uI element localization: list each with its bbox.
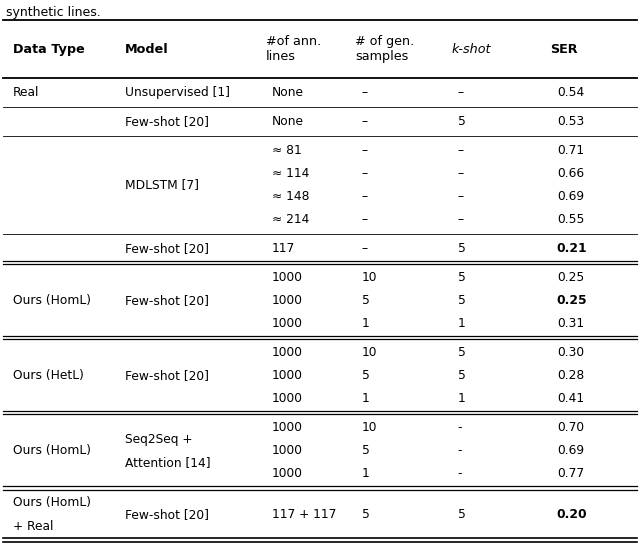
Text: Few-shot [20]: Few-shot [20] xyxy=(125,115,209,128)
Text: –: – xyxy=(362,115,368,128)
Text: None: None xyxy=(272,115,304,128)
Text: Attention [14]: Attention [14] xyxy=(125,456,211,469)
Text: –: – xyxy=(362,213,368,226)
Text: ≈ 81: ≈ 81 xyxy=(272,144,301,157)
Text: Few-shot [20]: Few-shot [20] xyxy=(125,242,209,255)
Text: Ours (HomL): Ours (HomL) xyxy=(13,294,91,307)
Text: 0.66: 0.66 xyxy=(557,167,584,180)
Text: –: – xyxy=(458,213,464,226)
Text: 1000: 1000 xyxy=(272,346,303,359)
Text: + Real: + Real xyxy=(13,519,53,532)
Text: 1: 1 xyxy=(458,392,465,405)
Text: 10: 10 xyxy=(362,346,377,359)
Text: 1: 1 xyxy=(362,467,369,480)
Text: -: - xyxy=(458,467,462,480)
Text: 1000: 1000 xyxy=(272,271,303,284)
Text: 1000: 1000 xyxy=(272,392,303,405)
Text: 0.20: 0.20 xyxy=(557,508,588,521)
Text: ≈ 148: ≈ 148 xyxy=(272,190,310,203)
Text: Seq2Seq +: Seq2Seq + xyxy=(125,433,192,446)
Text: 5: 5 xyxy=(362,369,369,382)
Text: Data Type: Data Type xyxy=(13,43,84,56)
Text: synthetic lines.: synthetic lines. xyxy=(6,7,101,20)
Text: 1000: 1000 xyxy=(272,317,303,330)
Text: MDLSTM [7]: MDLSTM [7] xyxy=(125,179,199,191)
Text: 0.31: 0.31 xyxy=(557,317,584,330)
Text: –: – xyxy=(362,86,368,99)
Text: 5: 5 xyxy=(458,294,465,307)
Text: 0.77: 0.77 xyxy=(557,467,584,480)
Text: 1: 1 xyxy=(362,392,369,405)
Text: –: – xyxy=(458,167,464,180)
Text: –: – xyxy=(362,167,368,180)
Text: 0.69: 0.69 xyxy=(557,444,584,458)
Text: –: – xyxy=(458,190,464,203)
Text: 0.53: 0.53 xyxy=(557,115,584,128)
Text: 117 + 117: 117 + 117 xyxy=(272,508,337,521)
Text: -: - xyxy=(458,422,462,434)
Text: 5: 5 xyxy=(458,369,465,382)
Text: 0.69: 0.69 xyxy=(557,190,584,203)
Text: –: – xyxy=(362,190,368,203)
Text: 10: 10 xyxy=(362,422,377,434)
Text: 1: 1 xyxy=(458,317,465,330)
Text: 117: 117 xyxy=(272,242,295,255)
Text: k-shot: k-shot xyxy=(451,43,491,56)
Text: 5: 5 xyxy=(362,444,369,458)
Text: 5: 5 xyxy=(458,508,465,521)
Text: Few-shot [20]: Few-shot [20] xyxy=(125,508,209,521)
Text: Real: Real xyxy=(13,86,39,99)
Text: Unsupervised [1]: Unsupervised [1] xyxy=(125,86,230,99)
Text: 0.28: 0.28 xyxy=(557,369,584,382)
Text: ≈ 114: ≈ 114 xyxy=(272,167,309,180)
Text: 0.25: 0.25 xyxy=(557,271,584,284)
Text: –: – xyxy=(362,242,368,255)
Text: 0.70: 0.70 xyxy=(557,422,584,434)
Text: 1000: 1000 xyxy=(272,467,303,480)
Text: 5: 5 xyxy=(458,242,465,255)
Text: –: – xyxy=(458,86,464,99)
Text: Ours (HomL): Ours (HomL) xyxy=(13,444,91,458)
Text: Few-shot [20]: Few-shot [20] xyxy=(125,294,209,307)
Text: 5: 5 xyxy=(458,115,465,128)
Text: ≈ 214: ≈ 214 xyxy=(272,213,309,226)
Text: #of ann.
lines: #of ann. lines xyxy=(266,35,321,63)
Text: 5: 5 xyxy=(362,294,369,307)
Text: None: None xyxy=(272,86,304,99)
Text: 5: 5 xyxy=(458,346,465,359)
Text: 5: 5 xyxy=(458,271,465,284)
Text: 0.41: 0.41 xyxy=(557,392,584,405)
Text: 0.21: 0.21 xyxy=(557,242,588,255)
Text: 0.71: 0.71 xyxy=(557,144,584,157)
Text: -: - xyxy=(458,444,462,458)
Text: –: – xyxy=(362,144,368,157)
Text: 0.25: 0.25 xyxy=(557,294,588,307)
Text: 5: 5 xyxy=(362,508,369,521)
Text: # of gen.
samples: # of gen. samples xyxy=(355,35,415,63)
Text: 1000: 1000 xyxy=(272,422,303,434)
Text: –: – xyxy=(458,144,464,157)
Text: Ours (HomL): Ours (HomL) xyxy=(13,496,91,509)
Text: 10: 10 xyxy=(362,271,377,284)
Text: Ours (HetL): Ours (HetL) xyxy=(13,369,84,382)
Text: 0.54: 0.54 xyxy=(557,86,584,99)
Text: SER: SER xyxy=(550,43,578,56)
Text: 1000: 1000 xyxy=(272,369,303,382)
Text: 0.30: 0.30 xyxy=(557,346,584,359)
Text: Model: Model xyxy=(125,43,168,56)
Text: 1000: 1000 xyxy=(272,294,303,307)
Text: Few-shot [20]: Few-shot [20] xyxy=(125,369,209,382)
Text: 0.55: 0.55 xyxy=(557,213,584,226)
Text: 1000: 1000 xyxy=(272,444,303,458)
Text: 1: 1 xyxy=(362,317,369,330)
